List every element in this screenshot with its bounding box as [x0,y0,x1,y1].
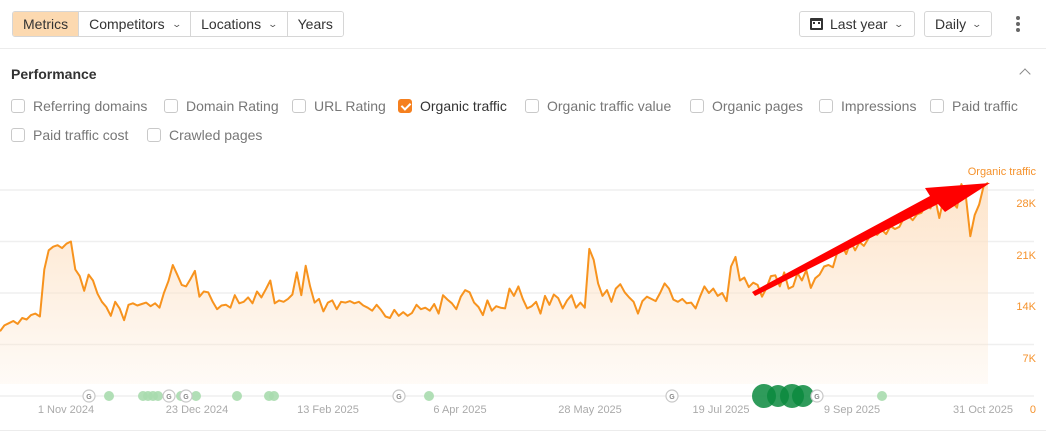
event-dot [153,391,163,401]
tab-years-label: Years [297,16,333,32]
metric-label: Organic pages [712,98,804,114]
svg-text:G: G [814,394,820,401]
checkbox-icon[interactable] [11,128,25,142]
svg-text:G: G [166,394,172,401]
metric-paid-traffic[interactable]: Paid traffic [930,98,1018,114]
checkbox-icon[interactable] [11,99,25,113]
checkbox-icon[interactable] [147,128,161,142]
google-update-icon: G [392,389,406,403]
metric-domain-rating[interactable]: Domain Rating [164,98,279,114]
x-tick: 1 Nov 2024 [37,404,95,416]
metric-label: URL Rating [314,98,386,114]
checkbox-checked-icon[interactable] [398,99,412,113]
metric-crawled-pages[interactable]: Crawled pages [147,127,262,143]
y-tick-0: 0 [1029,404,1036,416]
x-tick: 28 May 2025 [558,404,622,416]
event-dot [232,391,242,401]
checkbox-icon[interactable] [819,99,833,113]
tab-competitors-label: Competitors [89,16,165,32]
x-tick: 23 Dec 2024 [165,404,229,416]
metric-label: Organic traffic [420,98,507,114]
section-title: Performance [11,66,97,82]
tab-locations[interactable]: Locations ⌄ [191,12,288,36]
toolbar: Metrics Competitors ⌄ Locations ⌄ Years La… [0,0,1046,49]
x-tick: 19 Jul 2025 [692,404,750,416]
metric-label: Referring domains [33,98,148,114]
tab-metrics-label: Metrics [23,16,69,32]
svg-text:G: G [86,394,92,401]
metric-label: Domain Rating [186,98,279,114]
x-tick: 6 Apr 2025 [433,404,487,416]
event-dot [191,391,201,401]
tab-metrics[interactable]: Metrics [13,12,80,36]
checkbox-icon[interactable] [164,99,178,113]
metric-paid-traffic-cost[interactable]: Paid traffic cost [11,127,128,143]
svg-text:G: G [183,394,189,401]
date-range-dropdown[interactable]: Last year ⌄ [799,11,915,37]
date-range-label: Last year [830,16,888,32]
event-dot [877,391,887,401]
svg-text:G: G [396,394,402,401]
checkbox-icon[interactable] [930,99,944,113]
kebab-menu-icon[interactable] [1010,14,1026,34]
view-tabs: Metrics Competitors ⌄ Locations ⌄ Years [12,11,344,37]
google-update-icon: G [162,389,176,403]
x-tick: 31 Oct 2025 [953,404,1013,416]
y-tick-21k: 21K [1016,250,1036,262]
metric-label: Organic traffic value [547,98,672,114]
event-dot [104,391,114,401]
metric-url-rating[interactable]: URL Rating [292,98,386,114]
event-dot [424,391,434,401]
tab-years[interactable]: Years [287,12,343,36]
metric-impressions[interactable]: Impressions [819,98,916,114]
interval-dropdown[interactable]: Daily ⌄ [924,11,992,37]
google-update-icon: G [82,389,96,403]
checkbox-icon[interactable] [690,99,704,113]
calendar-icon [810,18,823,30]
checkbox-icon[interactable] [525,99,539,113]
interval-label: Daily [935,16,967,32]
chevron-down-icon: ⌄ [893,18,904,29]
google-update-icon: G [810,389,824,403]
metric-label: Crawled pages [169,127,263,143]
organic-traffic-line [0,181,989,332]
y-tick-7k: 7K [1022,353,1036,365]
metric-organic-pages[interactable]: Organic pages [690,98,803,114]
metric-label: Impressions [841,98,917,114]
divider [0,430,1046,431]
metric-label: Paid traffic [952,98,1018,114]
x-tick: 9 Sep 2025 [823,404,881,416]
metric-organic-traffic-value[interactable]: Organic traffic value [525,98,671,114]
google-update-icon: G [179,389,193,403]
google-update-icon: G [665,389,679,403]
chevron-down-icon: ⌄ [971,18,983,29]
tab-locations-label: Locations [201,16,262,32]
metric-organic-traffic[interactable]: Organic traffic [398,98,507,114]
series-label: Organic traffic [967,166,1036,178]
metric-referring-domains[interactable]: Referring domains [11,98,147,114]
chevron-down-icon: ⌄ [171,19,182,29]
chevron-down-icon: ⌄ [267,19,279,29]
tab-competitors[interactable]: Competitors ⌄ [79,12,192,36]
area-fill [0,182,988,384]
event-dot-large [792,385,814,407]
x-tick: 13 Feb 2025 [297,404,359,416]
event-dot [269,391,279,401]
trend-arrow-annotation [752,183,990,296]
checkbox-icon[interactable] [292,99,306,113]
svg-text:G: G [669,394,675,401]
y-tick-14k: 14K [1016,301,1036,313]
metric-label: Paid traffic cost [33,127,129,143]
y-tick-28k: 28K [1016,198,1036,210]
